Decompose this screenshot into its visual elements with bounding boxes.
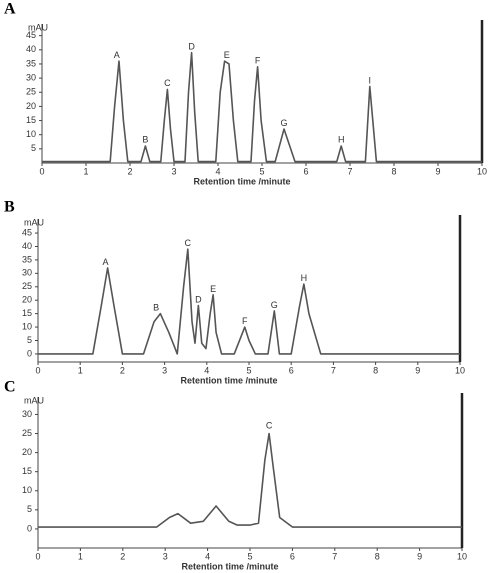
x-tick-label: 6	[289, 365, 294, 375]
y-tick-label: 15	[22, 308, 32, 318]
peak-label: G	[271, 300, 278, 310]
peak-label: B	[153, 303, 159, 313]
peak-label: H	[301, 273, 308, 283]
panel-title: C	[4, 379, 16, 396]
peak-label: E	[224, 50, 230, 60]
y-tick-label: 25	[22, 281, 32, 291]
peak-label: A	[103, 257, 109, 267]
y-tick-label: 20	[26, 101, 36, 111]
y-tick-label: 40	[26, 44, 36, 54]
x-tick-label: 3	[171, 166, 176, 176]
y-tick-label: 20	[22, 295, 32, 305]
peak-label: G	[280, 118, 287, 128]
x-tick-label: 0	[39, 166, 44, 176]
x-tick-label: 0	[35, 365, 40, 375]
peak-label: C	[185, 238, 192, 248]
peak-label: D	[195, 295, 202, 305]
x-tick-label: 5	[246, 365, 251, 375]
y-tick-label: 10	[22, 321, 32, 331]
x-tick-label: 7	[347, 166, 352, 176]
chromatogram-trace	[38, 248, 460, 355]
x-tick-label: 1	[78, 551, 83, 561]
x-tick-label: 2	[127, 166, 132, 176]
peak-label: H	[338, 135, 345, 145]
y-tick-label: 15	[26, 115, 36, 125]
peak-label: D	[188, 41, 195, 51]
y-tick-label: 0	[27, 523, 32, 533]
peak-label: F	[255, 56, 261, 66]
x-tick-label: 5	[259, 166, 264, 176]
x-tick-label: 2	[120, 365, 125, 375]
x-tick-label: 2	[120, 551, 125, 561]
y-tick-label: 35	[22, 254, 32, 264]
y-tick-label: 30	[26, 72, 36, 82]
x-tick-label: 0	[35, 551, 40, 561]
y-tick-label: 15	[22, 466, 32, 476]
x-axis-label: Retention time /minute	[180, 375, 277, 385]
x-tick-label: 8	[391, 166, 396, 176]
y-tick-label: 30	[22, 268, 32, 278]
chromatogram-trace	[42, 51, 482, 163]
peak-label: I	[369, 75, 372, 85]
x-tick-label: 5	[247, 551, 252, 561]
x-tick-label: 10	[457, 551, 467, 561]
x-tick-label: 9	[417, 551, 422, 561]
y-tick-label: 5	[31, 143, 36, 153]
y-tick-label: 10	[22, 485, 32, 495]
peak-label: C	[164, 78, 171, 88]
x-tick-label: 9	[415, 365, 420, 375]
x-tick-label: 10	[477, 166, 487, 176]
y-axis-label: mAU	[24, 217, 44, 227]
y-tick-label: 10	[26, 129, 36, 139]
chromatogram-trace	[38, 432, 462, 528]
y-tick-label: 45	[22, 227, 32, 237]
x-axis-label: Retention time /minute	[181, 561, 278, 571]
x-tick-label: 3	[163, 551, 168, 561]
x-tick-label: 4	[215, 166, 220, 176]
peak-label: A	[114, 50, 120, 60]
x-tick-label: 6	[303, 166, 308, 176]
y-tick-label: 20	[22, 447, 32, 457]
x-tick-label: 8	[375, 551, 380, 561]
peak-label: F	[242, 316, 248, 326]
y-tick-label: 30	[22, 409, 32, 419]
x-tick-label: 7	[331, 365, 336, 375]
x-tick-label: 1	[78, 365, 83, 375]
y-tick-label: 5	[27, 504, 32, 514]
y-tick-label: 40	[22, 241, 32, 251]
x-tick-label: 8	[373, 365, 378, 375]
peak-label: E	[210, 284, 216, 294]
x-tick-label: 10	[455, 365, 465, 375]
peak-label: B	[142, 135, 148, 145]
x-axis-label: Retention time /minute	[193, 176, 290, 186]
y-tick-label: 25	[22, 428, 32, 438]
x-tick-label: 4	[205, 551, 210, 561]
y-axis-label: mAU	[24, 395, 44, 405]
x-tick-label: 4	[204, 365, 209, 375]
x-tick-label: 7	[332, 551, 337, 561]
x-tick-label: 9	[435, 166, 440, 176]
peak-label: C	[266, 420, 273, 430]
panel-title: B	[4, 199, 15, 216]
y-axis-label: mAU	[28, 22, 48, 32]
y-tick-label: 25	[26, 87, 36, 97]
x-tick-label: 1	[83, 166, 88, 176]
y-tick-label: 5	[27, 335, 32, 345]
y-tick-label: 45	[26, 30, 36, 40]
x-tick-label: 3	[162, 365, 167, 375]
y-tick-label: 35	[26, 58, 36, 68]
panel-title: A	[4, 1, 16, 18]
y-tick-label: 0	[27, 348, 32, 358]
x-tick-label: 6	[290, 551, 295, 561]
